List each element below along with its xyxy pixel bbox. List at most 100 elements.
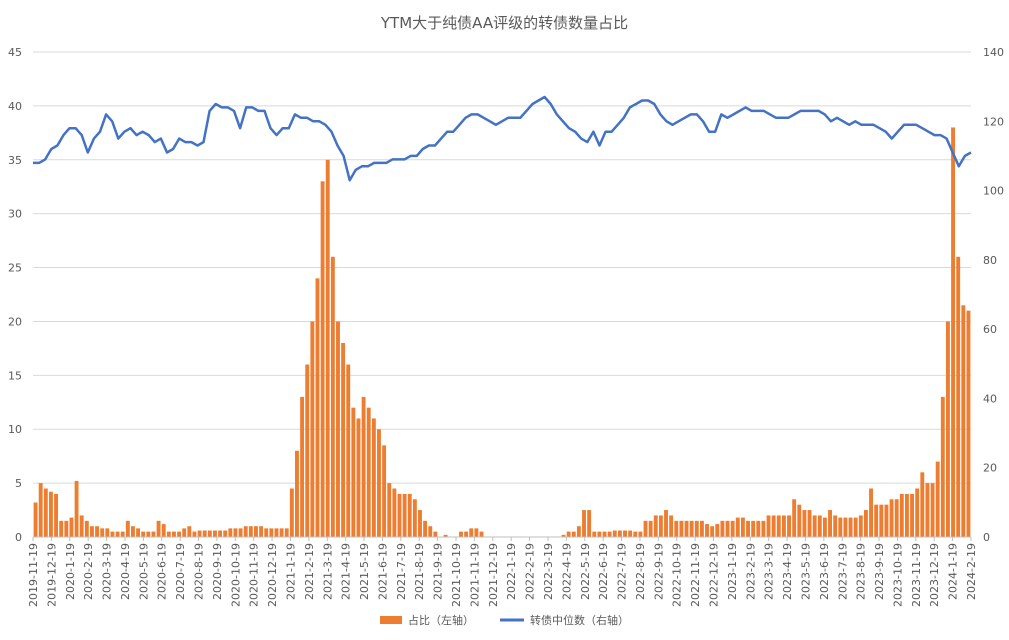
- bar: [576, 526, 581, 537]
- bar: [956, 256, 961, 537]
- bar: [274, 528, 279, 537]
- bar: [889, 499, 894, 537]
- x-tick-label: 2024-1-19: [947, 543, 960, 600]
- bar: [771, 515, 776, 537]
- bar: [207, 530, 212, 537]
- bar: [433, 531, 438, 537]
- bar: [443, 534, 448, 537]
- bar: [592, 531, 597, 537]
- bar: [187, 526, 192, 537]
- x-tick-label: 2022-10-19: [671, 543, 684, 607]
- x-tick-label: 2020-12-19: [266, 543, 279, 607]
- y-left-tick-label: 10: [8, 423, 22, 436]
- bar: [910, 493, 915, 537]
- bar: [623, 530, 627, 537]
- bar: [310, 321, 315, 537]
- bar: [202, 530, 207, 537]
- x-tick-label: 2023-12-19: [928, 543, 941, 607]
- x-tick-label: 2020-11-19: [248, 543, 261, 607]
- x-tick-label: 2020-2-19: [82, 543, 95, 600]
- bar: [33, 502, 38, 537]
- bar: [710, 526, 715, 537]
- x-tick-label: 2023-3-19: [763, 543, 776, 600]
- bar: [295, 450, 299, 537]
- bar: [582, 510, 586, 537]
- bar: [664, 510, 668, 537]
- bar: [351, 407, 356, 537]
- bar: [346, 364, 351, 537]
- bar: [233, 528, 238, 537]
- bar: [192, 531, 197, 537]
- x-tick-label: 2023-11-19: [910, 543, 923, 607]
- bar: [720, 520, 725, 537]
- bar: [356, 418, 361, 537]
- bar: [612, 530, 617, 537]
- bar: [653, 515, 658, 537]
- bar: [879, 504, 884, 537]
- bar: [361, 396, 366, 537]
- bar: [320, 181, 325, 538]
- bar: [469, 528, 474, 537]
- x-tick-label: 2021-4-19: [340, 543, 353, 600]
- bar: [100, 528, 105, 537]
- y-left-tick-label: 25: [8, 262, 22, 275]
- bar: [397, 493, 402, 537]
- y-right-tick-label: 140: [983, 46, 1004, 59]
- x-tick-label: 2022-4-19: [560, 543, 573, 600]
- y-right-tick-label: 120: [983, 115, 1004, 128]
- bar: [177, 531, 182, 537]
- bar: [730, 520, 735, 537]
- x-tick-label: 2021-9-19: [432, 543, 445, 600]
- bar: [84, 520, 89, 537]
- bar: [248, 526, 253, 537]
- bar: [566, 531, 571, 537]
- bar: [366, 407, 371, 537]
- bar: [197, 530, 202, 537]
- x-tick-label: 2021-11-19: [468, 543, 481, 607]
- x-tick-label: 2021-3-19: [321, 543, 334, 600]
- bar: [674, 520, 679, 537]
- bar: [161, 524, 166, 537]
- bar: [156, 520, 161, 537]
- x-tick-label: 2021-2-19: [303, 543, 316, 600]
- bar: [899, 493, 904, 537]
- x-tick-label: 2022-3-19: [542, 543, 555, 600]
- bar: [725, 520, 730, 537]
- bar: [479, 531, 484, 537]
- bar: [617, 530, 622, 537]
- y-left-tick-label: 20: [8, 315, 22, 328]
- x-tick-label: 2023-9-19: [873, 543, 886, 600]
- bar: [961, 305, 966, 537]
- bar-series: [33, 127, 971, 538]
- bar: [792, 499, 797, 537]
- x-tick-label: 2020-5-19: [137, 543, 150, 600]
- bar: [658, 515, 663, 537]
- bar: [930, 483, 935, 537]
- bar: [587, 510, 592, 537]
- x-tick-label: 2023-2-19: [744, 543, 757, 600]
- bar: [412, 499, 417, 537]
- bar: [407, 493, 412, 537]
- legend: 占比（左轴） 转债中位数（右轴）: [380, 613, 629, 627]
- bar: [776, 515, 781, 537]
- bar: [279, 528, 284, 537]
- y-right-tick-label: 40: [983, 392, 997, 405]
- axes: 0 5 10 15 20 25 30 35 40 45 0 20 40 60 80 100 120 140 2019…: [8, 46, 1004, 607]
- bar: [120, 531, 125, 537]
- bar: [940, 396, 945, 537]
- bar: [915, 488, 920, 537]
- bar: [284, 528, 289, 537]
- x-tick-label: 2020-9-19: [211, 543, 224, 600]
- bar: [105, 528, 110, 537]
- bar: [115, 531, 120, 537]
- bar: [766, 515, 771, 537]
- y-left-tick-label: 40: [8, 100, 22, 113]
- bar: [843, 517, 848, 537]
- bar: [131, 526, 135, 537]
- bar: [125, 520, 130, 537]
- gridlines: [33, 51, 971, 538]
- bar: [325, 159, 330, 537]
- legend-line-label: 转债中位数（右轴）: [530, 613, 629, 627]
- bar: [602, 531, 607, 537]
- bar: [679, 520, 684, 537]
